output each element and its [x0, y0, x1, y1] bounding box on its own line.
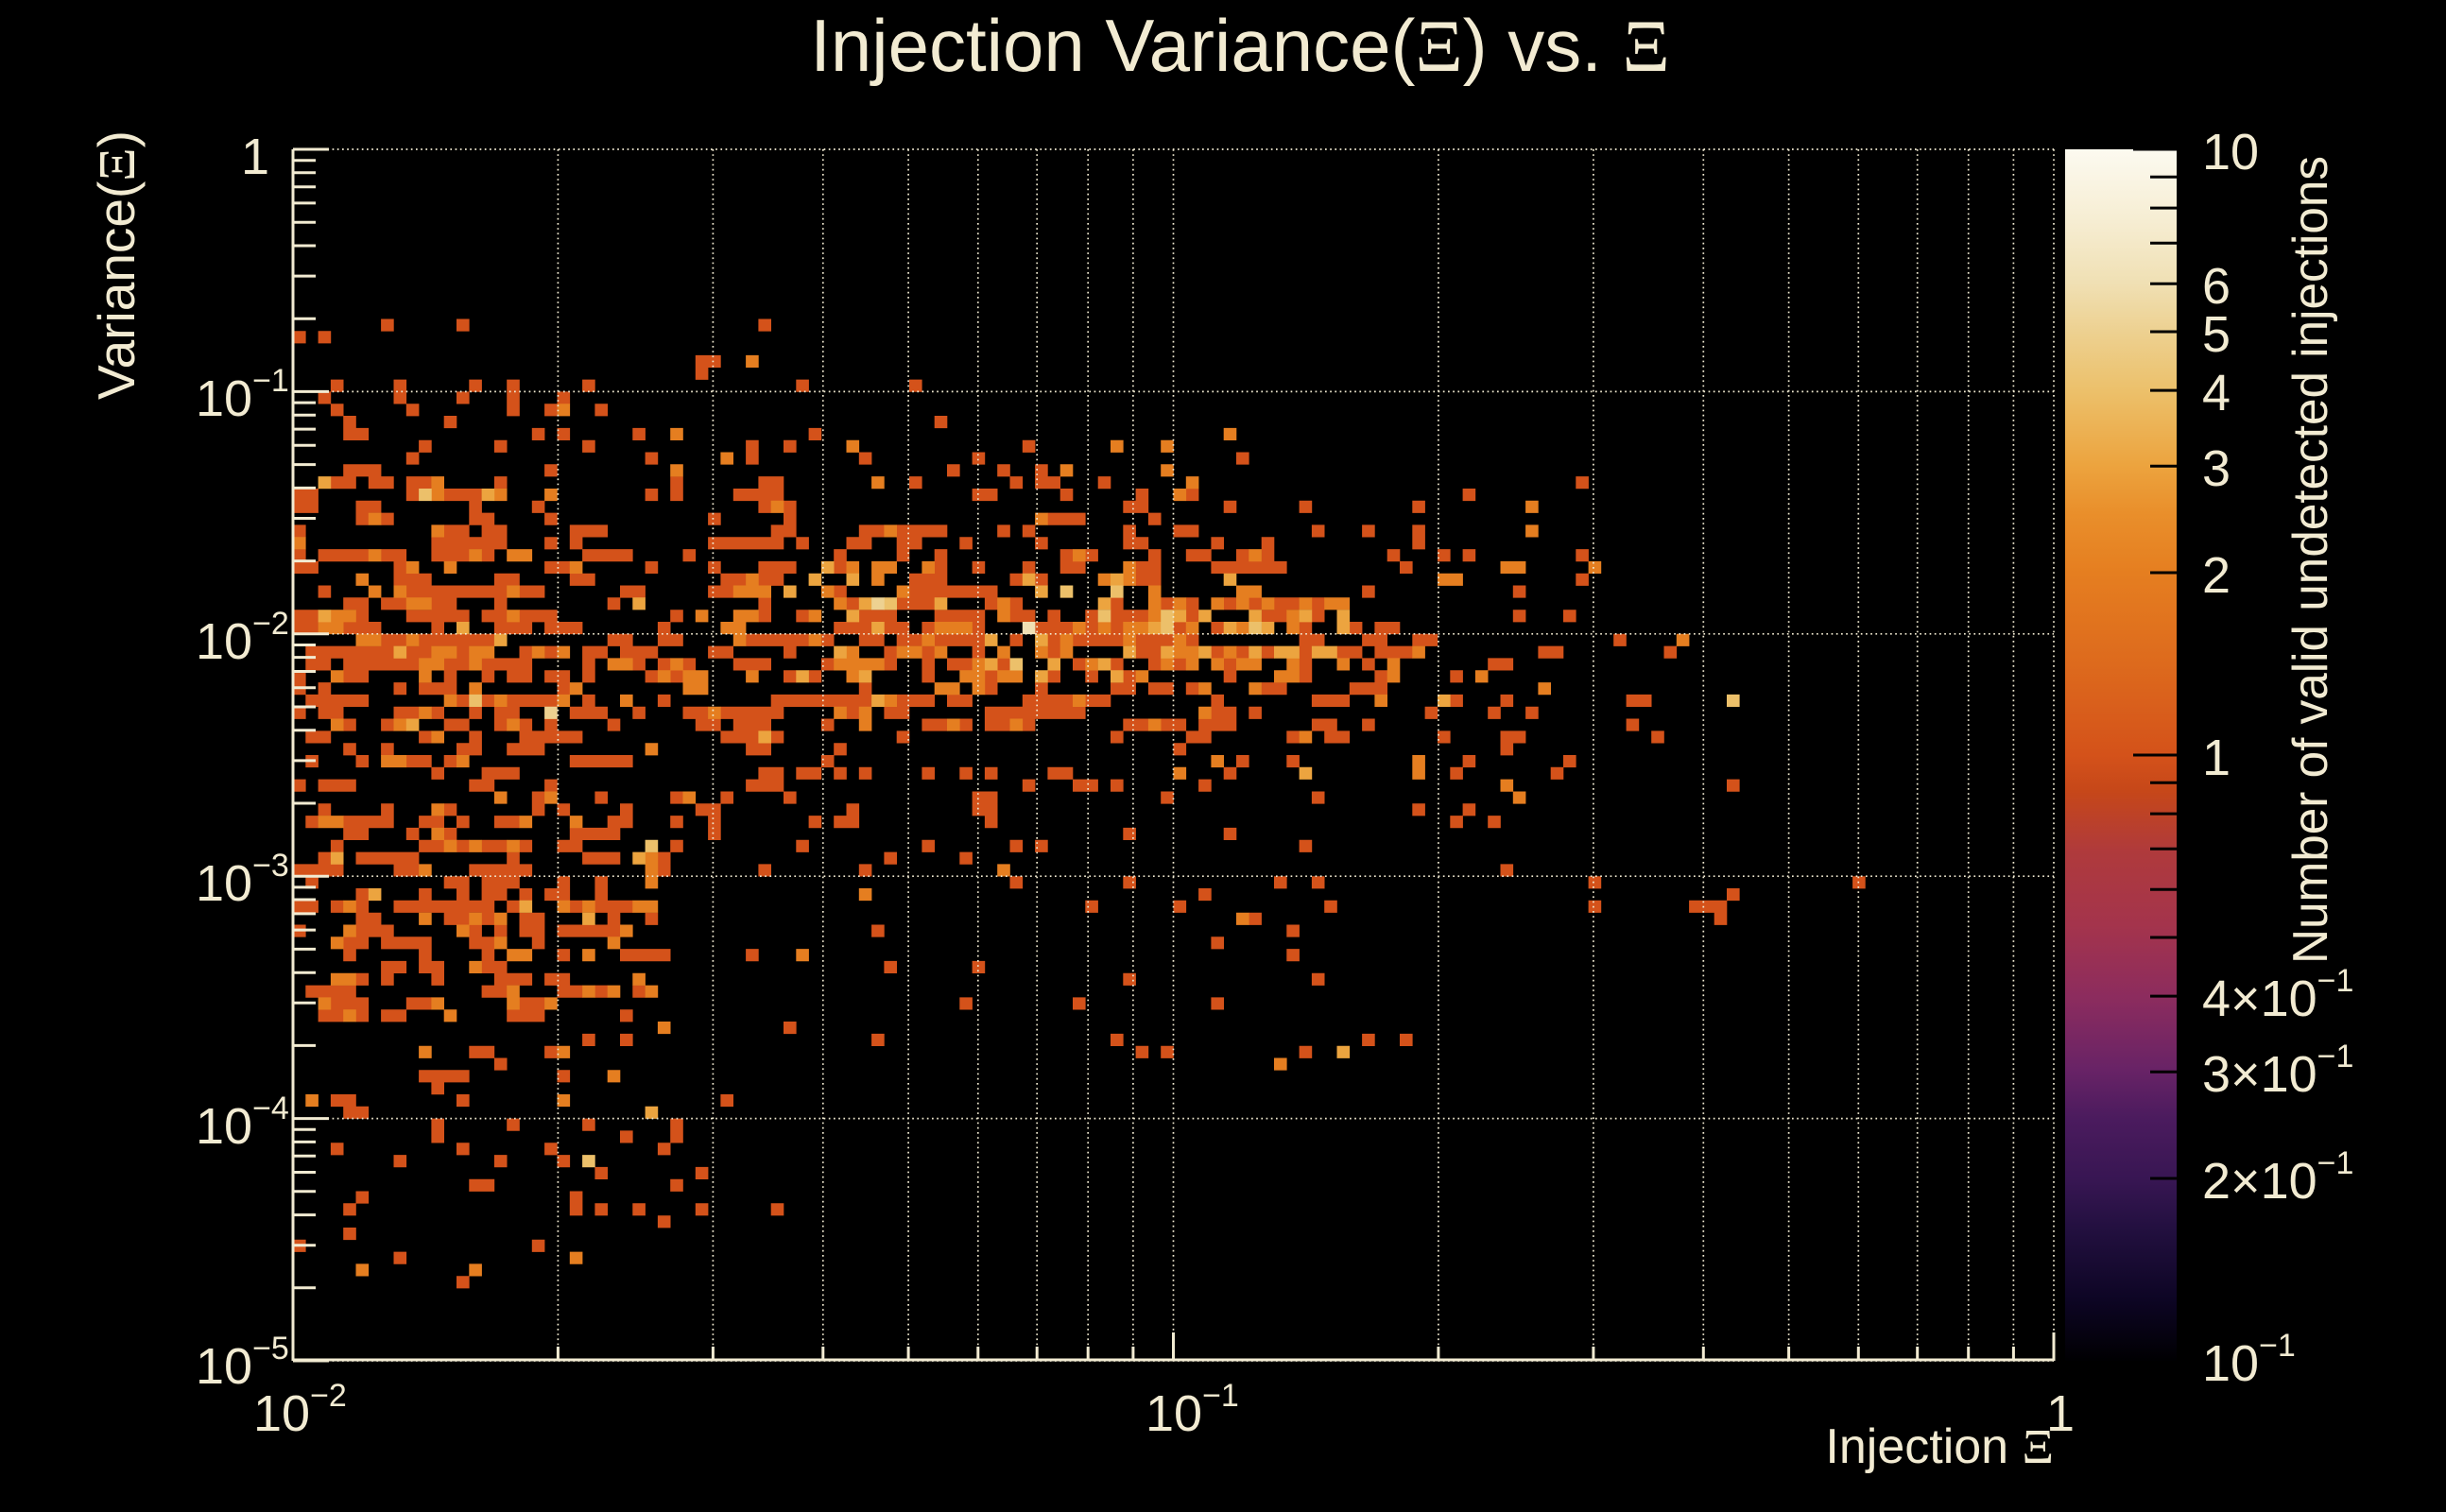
svg-text:2×10−1: 2×10−1 [2202, 1145, 2353, 1210]
svg-text:10−3: 10−3 [196, 848, 289, 912]
svg-text:5: 5 [2202, 306, 2231, 363]
svg-text:Injection Variance(Ξ) vs. Ξ: Injection Variance(Ξ) vs. Ξ [810, 4, 1670, 87]
svg-text:6: 6 [2202, 258, 2231, 315]
svg-text:Variance(Ξ): Variance(Ξ) [87, 130, 146, 400]
svg-text:1: 1 [241, 129, 269, 185]
svg-text:Number of valid undetected inj: Number of valid undetected injections [2283, 156, 2338, 964]
svg-text:2: 2 [2202, 547, 2231, 604]
svg-text:4: 4 [2202, 365, 2231, 421]
svg-text:1: 1 [2046, 1385, 2075, 1442]
svg-text:1: 1 [2202, 730, 2231, 786]
svg-text:3: 3 [2202, 440, 2231, 497]
svg-text:10: 10 [2202, 124, 2259, 180]
svg-text:Injection Ξ: Injection Ξ [1825, 1419, 2054, 1474]
